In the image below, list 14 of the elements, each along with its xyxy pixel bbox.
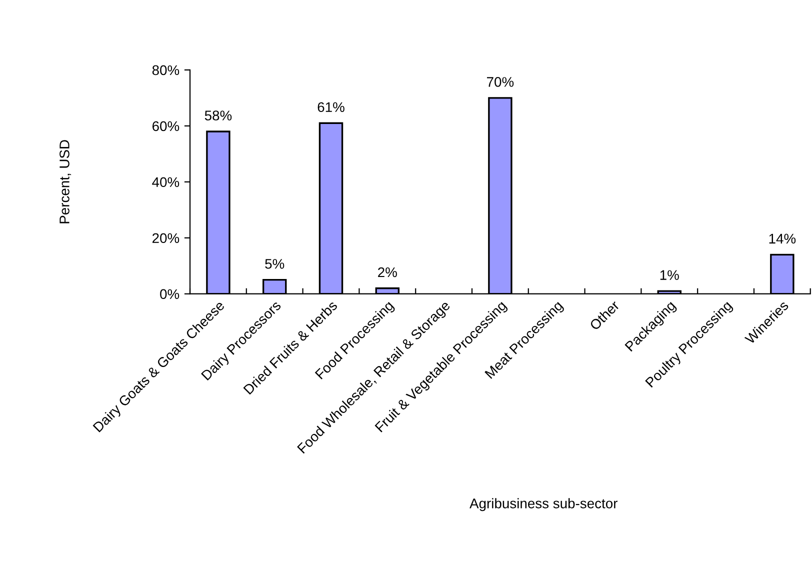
y-tick-label: 80% xyxy=(152,65,180,76)
data-label: 61% xyxy=(318,102,344,112)
y-tick-label: 60% xyxy=(152,121,180,132)
data-label: 1% xyxy=(660,270,679,280)
y-tick-label: 20% xyxy=(152,233,180,244)
data-label: 58% xyxy=(204,110,232,120)
y-tick-label: 40% xyxy=(152,177,180,188)
y-tick-label: 0% xyxy=(160,289,180,300)
data-label: 70% xyxy=(487,77,514,87)
x-axis-title: Agribusiness sub-sector xyxy=(470,498,618,512)
data-label: 2% xyxy=(378,267,397,278)
y-axis-title: Percent, USD xyxy=(60,140,72,224)
data-label: 5% xyxy=(265,258,284,269)
data-label: 14% xyxy=(769,234,796,244)
